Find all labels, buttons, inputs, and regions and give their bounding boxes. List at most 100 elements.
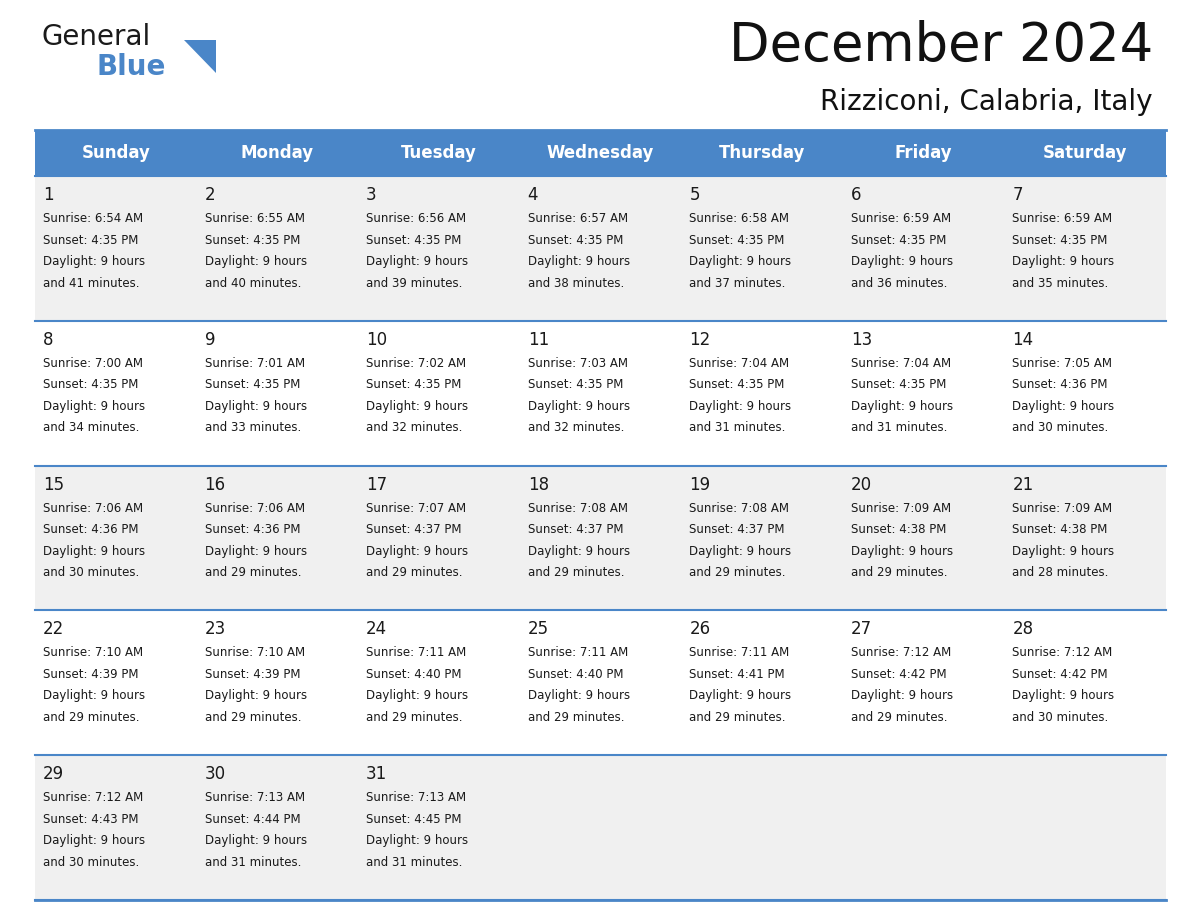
Text: Sunday: Sunday	[81, 144, 150, 162]
Text: Daylight: 9 hours: Daylight: 9 hours	[366, 689, 468, 702]
Text: Sunrise: 7:02 AM: Sunrise: 7:02 AM	[366, 357, 466, 370]
Text: Sunset: 4:35 PM: Sunset: 4:35 PM	[851, 233, 946, 247]
Text: Sunrise: 7:01 AM: Sunrise: 7:01 AM	[204, 357, 304, 370]
Text: Daylight: 9 hours: Daylight: 9 hours	[689, 400, 791, 413]
Text: Sunset: 4:37 PM: Sunset: 4:37 PM	[689, 523, 785, 536]
Text: Sunset: 4:35 PM: Sunset: 4:35 PM	[527, 233, 623, 247]
Text: Sunset: 4:45 PM: Sunset: 4:45 PM	[366, 812, 462, 825]
Text: Sunrise: 7:09 AM: Sunrise: 7:09 AM	[1012, 501, 1112, 515]
Text: Rizziconi, Calabria, Italy: Rizziconi, Calabria, Italy	[821, 88, 1154, 116]
Text: Thursday: Thursday	[719, 144, 805, 162]
Text: Sunrise: 6:59 AM: Sunrise: 6:59 AM	[1012, 212, 1112, 225]
Text: and 30 minutes.: and 30 minutes.	[1012, 711, 1108, 724]
Text: Sunrise: 7:11 AM: Sunrise: 7:11 AM	[527, 646, 628, 659]
Text: Daylight: 9 hours: Daylight: 9 hours	[204, 689, 307, 702]
Text: Sunset: 4:38 PM: Sunset: 4:38 PM	[851, 523, 946, 536]
Text: Sunrise: 7:04 AM: Sunrise: 7:04 AM	[851, 357, 950, 370]
Text: Sunset: 4:35 PM: Sunset: 4:35 PM	[366, 378, 461, 391]
Text: Sunrise: 7:06 AM: Sunrise: 7:06 AM	[43, 501, 143, 515]
Text: Sunset: 4:35 PM: Sunset: 4:35 PM	[689, 378, 784, 391]
Text: Sunset: 4:35 PM: Sunset: 4:35 PM	[1012, 233, 1107, 247]
Text: and 29 minutes.: and 29 minutes.	[366, 711, 462, 724]
Text: Sunset: 4:35 PM: Sunset: 4:35 PM	[204, 233, 299, 247]
Text: 20: 20	[851, 476, 872, 494]
Text: Daylight: 9 hours: Daylight: 9 hours	[43, 255, 145, 268]
Text: 8: 8	[43, 330, 53, 349]
Text: Daylight: 9 hours: Daylight: 9 hours	[851, 255, 953, 268]
Text: and 32 minutes.: and 32 minutes.	[527, 421, 624, 434]
Text: and 29 minutes.: and 29 minutes.	[527, 566, 624, 579]
Text: Daylight: 9 hours: Daylight: 9 hours	[689, 255, 791, 268]
Text: Sunrise: 6:55 AM: Sunrise: 6:55 AM	[204, 212, 304, 225]
Text: Daylight: 9 hours: Daylight: 9 hours	[1012, 400, 1114, 413]
Text: 5: 5	[689, 186, 700, 204]
Text: Sunrise: 7:12 AM: Sunrise: 7:12 AM	[851, 646, 952, 659]
Text: Daylight: 9 hours: Daylight: 9 hours	[527, 255, 630, 268]
Text: Sunrise: 7:03 AM: Sunrise: 7:03 AM	[527, 357, 627, 370]
Text: Sunset: 4:37 PM: Sunset: 4:37 PM	[366, 523, 462, 536]
Text: and 32 minutes.: and 32 minutes.	[366, 421, 462, 434]
Text: and 35 minutes.: and 35 minutes.	[1012, 276, 1108, 289]
Text: Daylight: 9 hours: Daylight: 9 hours	[366, 544, 468, 557]
Text: Sunrise: 7:05 AM: Sunrise: 7:05 AM	[1012, 357, 1112, 370]
Text: Sunrise: 7:11 AM: Sunrise: 7:11 AM	[689, 646, 790, 659]
Text: 16: 16	[204, 476, 226, 494]
Text: Friday: Friday	[895, 144, 953, 162]
Text: Daylight: 9 hours: Daylight: 9 hours	[851, 689, 953, 702]
Text: and 33 minutes.: and 33 minutes.	[204, 421, 301, 434]
Text: Sunset: 4:40 PM: Sunset: 4:40 PM	[366, 668, 462, 681]
Text: Sunrise: 6:54 AM: Sunrise: 6:54 AM	[43, 212, 143, 225]
Text: 28: 28	[1012, 621, 1034, 638]
Text: and 40 minutes.: and 40 minutes.	[204, 276, 301, 289]
Text: Tuesday: Tuesday	[402, 144, 476, 162]
Text: 24: 24	[366, 621, 387, 638]
Text: and 31 minutes.: and 31 minutes.	[851, 421, 947, 434]
Text: and 29 minutes.: and 29 minutes.	[851, 566, 947, 579]
Text: Sunrise: 6:56 AM: Sunrise: 6:56 AM	[366, 212, 466, 225]
Text: 7: 7	[1012, 186, 1023, 204]
Bar	[34, 756, 1165, 900]
Text: 18: 18	[527, 476, 549, 494]
Text: Daylight: 9 hours: Daylight: 9 hours	[43, 400, 145, 413]
Text: Daylight: 9 hours: Daylight: 9 hours	[1012, 255, 1114, 268]
Text: Sunset: 4:42 PM: Sunset: 4:42 PM	[851, 668, 947, 681]
Text: Sunset: 4:35 PM: Sunset: 4:35 PM	[366, 233, 461, 247]
Text: 19: 19	[689, 476, 710, 494]
Text: Sunset: 4:42 PM: Sunset: 4:42 PM	[1012, 668, 1108, 681]
Text: 9: 9	[204, 330, 215, 349]
Text: Sunrise: 7:06 AM: Sunrise: 7:06 AM	[204, 501, 304, 515]
Text: and 31 minutes.: and 31 minutes.	[204, 856, 301, 868]
Text: Sunrise: 7:10 AM: Sunrise: 7:10 AM	[43, 646, 143, 659]
Text: Daylight: 9 hours: Daylight: 9 hours	[366, 255, 468, 268]
Text: Sunrise: 6:57 AM: Sunrise: 6:57 AM	[527, 212, 627, 225]
Text: 31: 31	[366, 766, 387, 783]
Text: Sunset: 4:36 PM: Sunset: 4:36 PM	[43, 523, 139, 536]
Text: Sunset: 4:38 PM: Sunset: 4:38 PM	[1012, 523, 1107, 536]
Text: 11: 11	[527, 330, 549, 349]
Text: Sunrise: 7:08 AM: Sunrise: 7:08 AM	[527, 501, 627, 515]
Bar	[519, 130, 681, 176]
Text: and 29 minutes.: and 29 minutes.	[851, 711, 947, 724]
Text: Daylight: 9 hours: Daylight: 9 hours	[366, 400, 468, 413]
Text: Sunset: 4:40 PM: Sunset: 4:40 PM	[527, 668, 624, 681]
Text: 2: 2	[204, 186, 215, 204]
Text: Sunset: 4:36 PM: Sunset: 4:36 PM	[204, 523, 301, 536]
Text: 15: 15	[43, 476, 64, 494]
Bar	[196, 130, 358, 176]
Text: and 29 minutes.: and 29 minutes.	[527, 711, 624, 724]
Text: 30: 30	[204, 766, 226, 783]
Text: 14: 14	[1012, 330, 1034, 349]
Text: Daylight: 9 hours: Daylight: 9 hours	[43, 834, 145, 847]
Text: and 31 minutes.: and 31 minutes.	[366, 856, 462, 868]
Text: Sunset: 4:43 PM: Sunset: 4:43 PM	[43, 812, 139, 825]
Text: 29: 29	[43, 766, 64, 783]
Text: and 29 minutes.: and 29 minutes.	[689, 711, 785, 724]
Text: Daylight: 9 hours: Daylight: 9 hours	[43, 544, 145, 557]
Text: Sunrise: 7:10 AM: Sunrise: 7:10 AM	[204, 646, 304, 659]
Text: Blue: Blue	[97, 53, 166, 81]
Text: and 39 minutes.: and 39 minutes.	[366, 276, 462, 289]
Text: and 29 minutes.: and 29 minutes.	[689, 566, 785, 579]
Bar	[34, 130, 196, 176]
Text: and 29 minutes.: and 29 minutes.	[366, 566, 462, 579]
Text: Sunset: 4:44 PM: Sunset: 4:44 PM	[204, 812, 301, 825]
